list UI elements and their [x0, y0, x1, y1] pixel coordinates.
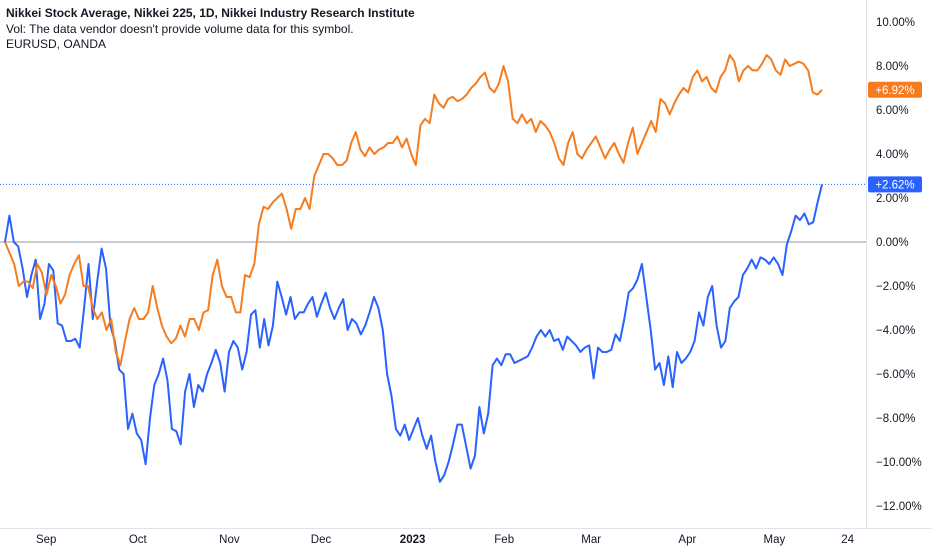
x-tick-label: Apr — [678, 534, 696, 546]
last-value-label: +6.92% — [875, 85, 914, 97]
axis-layer — [0, 0, 932, 529]
y-tick-label: −4.00% — [876, 325, 915, 337]
y-tick-label: −8.00% — [876, 413, 915, 425]
x-axis: Sep Oct Nov Dec 2023 Feb Mar Apr May 24 — [36, 534, 855, 546]
x-tick-label: Sep — [36, 534, 56, 546]
series-line-0 — [4, 184, 823, 483]
legend-volume-note: Vol: The data vendor doesn't provide vol… — [6, 21, 354, 36]
legend-compare-symbol[interactable]: EURUSD, OANDA — [6, 37, 107, 51]
x-tick-label: Dec — [311, 534, 332, 546]
last-value-badges: +2.62% +6.92% — [868, 81, 922, 193]
y-tick-label: 10.00% — [876, 17, 915, 29]
y-tick-label: −12.00% — [876, 501, 922, 513]
last-value-badge — [868, 176, 922, 193]
x-tick-label: 2023 — [400, 534, 426, 546]
x-tick-label: Feb — [494, 534, 514, 546]
series-line-1 — [4, 54, 823, 367]
y-tick-label: −6.00% — [876, 369, 915, 381]
y-tick-label: 8.00% — [876, 61, 909, 73]
y-tick-label: −2.00% — [876, 281, 915, 293]
x-tick-label: Oct — [129, 534, 148, 546]
y-tick-label: 0.00% — [876, 237, 909, 249]
x-tick-label: Mar — [581, 534, 601, 546]
y-tick-label: 6.00% — [876, 105, 909, 117]
chart-legend: Nikkei Stock Average, Nikkei 225, 1D, Ni… — [6, 6, 415, 53]
x-tick-label: May — [764, 534, 786, 546]
last-value-label: +2.62% — [875, 179, 914, 191]
series-layer — [0, 54, 866, 483]
y-axis: 10.00% 8.00% 6.00% 4.00% 2.00% 0.00% −2.00% −4.… — [876, 17, 922, 513]
x-tick-label: 24 — [841, 534, 854, 546]
y-tick-label: 2.00% — [876, 193, 909, 205]
last-value-badge — [868, 81, 922, 98]
y-tick-label: 4.00% — [876, 149, 909, 161]
y-tick-label: −10.00% — [876, 457, 922, 469]
legend-title: Nikkei Stock Average, Nikkei 225, 1D, Ni… — [6, 6, 415, 20]
x-tick-label: Nov — [219, 534, 240, 546]
